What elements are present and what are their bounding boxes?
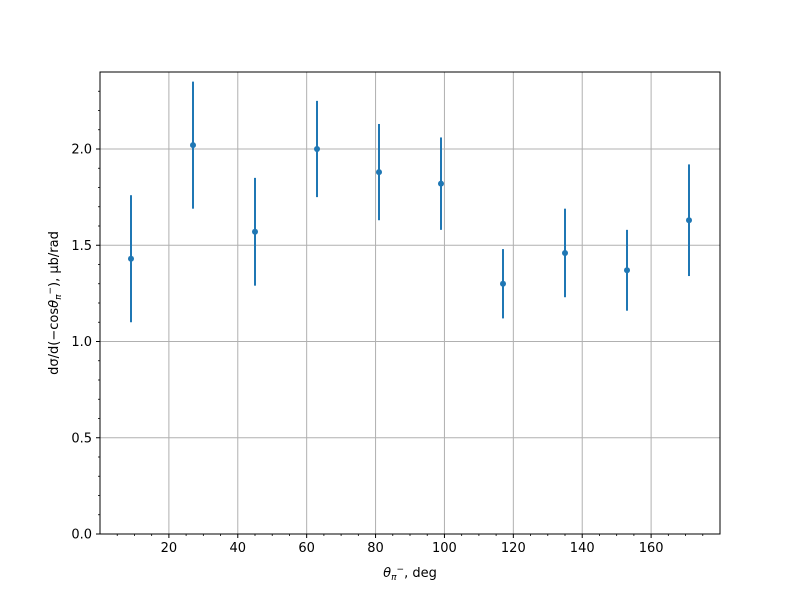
data-point [562, 249, 568, 256]
y-axis-label: dσ/d(−cosθπ−), μb/rad [46, 231, 64, 375]
y-tick-label: 1.5 [71, 239, 92, 254]
data-point [438, 180, 444, 187]
x-tick-label: 140 [570, 541, 595, 556]
x-axis-label: θπ−, deg [383, 565, 437, 583]
x-axis-label-superscript: − [397, 565, 405, 575]
data-point [128, 255, 134, 262]
x-tick-label: 100 [432, 541, 457, 556]
data-point [500, 280, 506, 287]
y-tick-label: 1.0 [71, 335, 92, 350]
data-point [252, 228, 258, 235]
y-tick-label: 0.0 [71, 528, 92, 543]
y-axis-label-prefix: dσ/d(−cos [47, 308, 62, 375]
data-point [314, 146, 320, 152]
y-tick-label: 0.5 [71, 431, 92, 446]
y-axis-label-rest: ), μb/rad [47, 231, 62, 287]
x-axis-label-subscript: π [391, 573, 397, 583]
x-tick-label: 80 [367, 541, 384, 556]
x-axis-label-theta: θ [383, 566, 391, 581]
data-point [376, 169, 382, 176]
data-point [624, 267, 630, 274]
axis-ticks: 20 40 60 80 100 120 140 160 0.0 0.5 1.0 1.5 2.0 [71, 90, 704, 556]
grid [100, 72, 720, 535]
x-tick-label: 20 [161, 541, 178, 556]
x-tick-label: 60 [298, 541, 315, 556]
data-series [128, 81, 692, 323]
y-tick-label: 2.0 [71, 143, 92, 158]
x-tick-label: 40 [230, 541, 247, 556]
x-tick-label: 120 [501, 541, 526, 556]
x-axis-label-rest: , deg [404, 566, 437, 581]
data-point [190, 142, 196, 149]
y-axis-label-superscript: − [46, 287, 56, 295]
y-axis-label-subscript: π [54, 294, 64, 300]
x-tick-label: 160 [639, 541, 664, 556]
y-axis-label-theta: θ [47, 300, 62, 308]
data-point [686, 217, 692, 224]
